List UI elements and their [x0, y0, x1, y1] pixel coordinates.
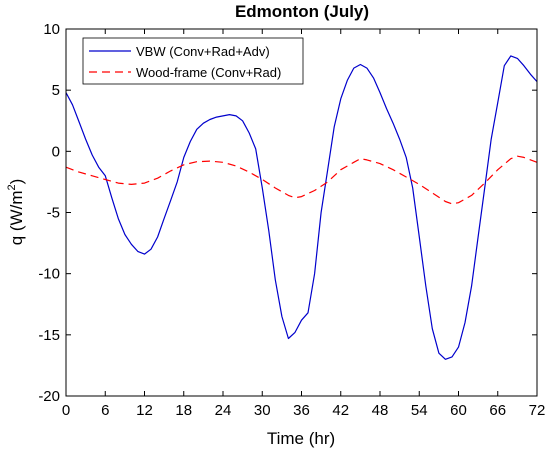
y-axis-title-main: q (W/m — [7, 191, 26, 246]
chart-title: Edmonton (July) — [235, 2, 369, 21]
legend: VBW (Conv+Rad+Adv) Wood-frame (Conv+Rad) — [82, 37, 304, 85]
x-tick-label: 36 — [293, 402, 310, 419]
x-tick-label: 72 — [529, 402, 546, 419]
series-line-vbw — [65, 55, 538, 360]
x-tick-label: 0 — [62, 402, 70, 419]
plot-frame — [65, 28, 538, 397]
x-axis-title: Time (hr) — [267, 429, 335, 448]
x-tick-label: 48 — [372, 402, 389, 419]
x-tick-label: 66 — [489, 402, 506, 419]
legend-label-wood-frame: Wood-frame (Conv+Rad) — [136, 65, 281, 80]
x-tick-label: 12 — [136, 402, 153, 419]
legend-label-vbw: VBW (Conv+Rad+Adv) — [136, 44, 270, 59]
x-tick-label: 42 — [332, 402, 349, 419]
x-tick-label: 60 — [450, 402, 467, 419]
y-tick-label: 5 — [52, 82, 60, 99]
y-tick-label: -20 — [38, 388, 60, 405]
x-tick-label: 54 — [411, 402, 428, 419]
legend-box — [82, 37, 304, 85]
x-tick-label: 24 — [215, 402, 232, 419]
y-tick-label: 10 — [43, 21, 60, 38]
y-axis-title-close: ) — [7, 179, 26, 185]
y-axis-title-superscript: 2 — [6, 184, 18, 190]
x-tick-label: 30 — [254, 402, 271, 419]
y-tick-label: -10 — [38, 266, 60, 283]
series-line-wood-frame — [65, 155, 538, 205]
y-axis-title: q (W/m2) — [6, 179, 26, 246]
series-layer — [65, 55, 538, 360]
x-tick-label: 18 — [175, 402, 192, 419]
x-axis-ticks: 0 6 12 18 24 30 36 42 48 54 60 66 72 — [62, 29, 546, 419]
y-tick-label: -5 — [47, 205, 60, 222]
y-tick-label: -15 — [38, 327, 60, 344]
y-axis-ticks: -20 -15 -10 -5 0 5 10 — [38, 21, 537, 405]
x-tick-label: 6 — [101, 402, 109, 419]
y-tick-label: 0 — [52, 143, 60, 160]
